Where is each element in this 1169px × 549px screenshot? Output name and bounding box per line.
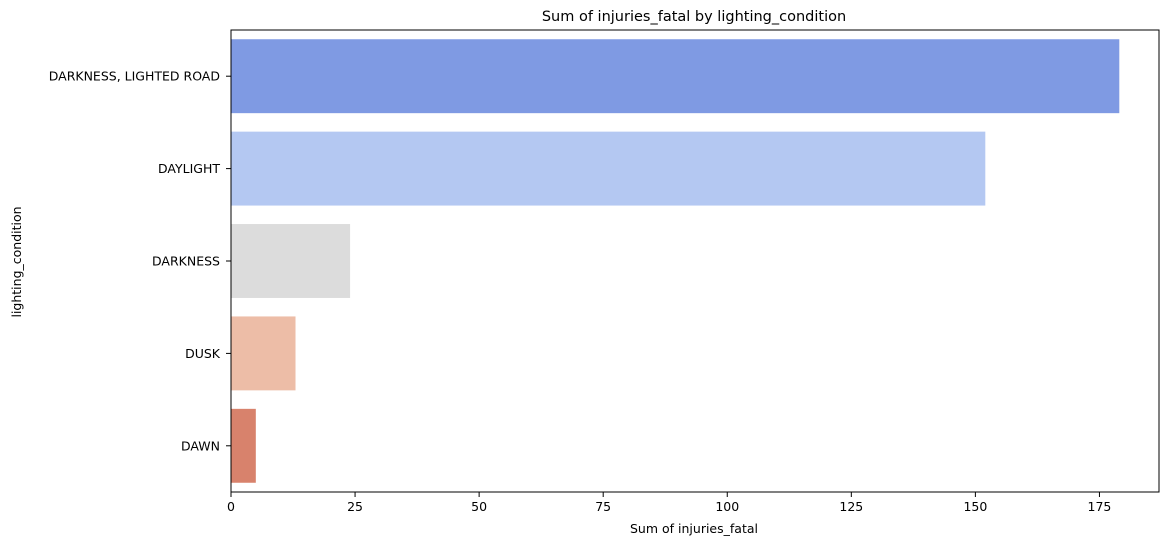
bar — [231, 408, 256, 483]
x-tick-label: 125 — [839, 499, 863, 514]
x-tick-label: 0 — [227, 499, 235, 514]
bar — [231, 39, 1120, 114]
chart-title: Sum of injuries_fatal by lighting_condit… — [542, 9, 846, 25]
bars-layer — [231, 39, 1120, 483]
plot-frame — [230, 29, 1160, 493]
x-tick-label: 75 — [595, 499, 611, 514]
y-tick-label: DARKNESS — [152, 254, 220, 269]
bar — [231, 316, 296, 391]
y-tick-label: DAYLIGHT — [158, 161, 220, 176]
x-tick-label: 25 — [347, 499, 363, 514]
y-axis-label: lighting_condition — [9, 206, 24, 317]
y-tick-label: DAWN — [181, 438, 220, 453]
bar — [231, 224, 351, 298]
x-tick-label: 150 — [963, 499, 987, 514]
y-tick-label: DUSK — [185, 346, 221, 361]
x-tick-label: 50 — [471, 499, 487, 514]
bar — [231, 131, 986, 206]
x-axis-label: Sum of injuries_fatal — [630, 521, 758, 536]
x-tick-label: 100 — [715, 499, 739, 514]
axes-layer: DARKNESS, LIGHTED ROAD DAYLIGHT DARKNESS DU… — [49, 29, 1160, 514]
x-tick-label: 175 — [1088, 499, 1112, 514]
y-tick-label: DARKNESS, LIGHTED ROAD — [49, 69, 220, 84]
